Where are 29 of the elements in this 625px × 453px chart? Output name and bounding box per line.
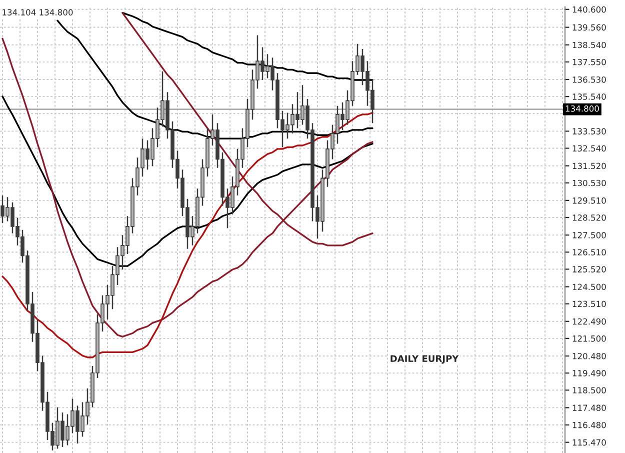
- y-tick-label: 135.540: [572, 94, 606, 100]
- y-tick-label: 126.510: [572, 249, 606, 256]
- y-tick-label: 125.520: [572, 266, 606, 272]
- y-tick-label: 136.530: [572, 76, 606, 83]
- y-tick-label: 137.550: [572, 58, 606, 66]
- y-tick-label: 130.530: [572, 180, 606, 186]
- line-series: [2, 112, 374, 358]
- ref-line-label: 134.800: [566, 105, 599, 112]
- y-tick-label: 139.560: [572, 24, 606, 31]
- y-tick-label: 138.540: [572, 42, 606, 48]
- y-tick-label: 115.470: [572, 439, 606, 446]
- y-tick-label: 128.520: [572, 214, 606, 221]
- y-tick-label: 132.540: [572, 145, 606, 152]
- y-tick-label: 118.500: [572, 387, 606, 394]
- y-tick-label: 116.480: [572, 422, 606, 428]
- y-tick-label: 119.490: [572, 370, 606, 376]
- y-tick-label: 117.480: [572, 404, 606, 411]
- y-tick-label: 120.480: [572, 352, 606, 360]
- y-tick-label: 140.600: [572, 6, 606, 13]
- y-tick-label: 133.530: [572, 128, 606, 134]
- y-tick-label: 121.500: [572, 335, 606, 342]
- y-tick-label: 131.520: [572, 162, 606, 170]
- y-tick-label: 123.510: [572, 300, 606, 308]
- annotation: DAILY EURJPY: [390, 355, 459, 364]
- y-tick-label: 127.500: [572, 232, 606, 238]
- annotation: 134.104 134.800: [2, 9, 73, 16]
- y-tick-label: 129.510: [572, 197, 606, 204]
- y-tick-label: 122.490: [572, 318, 606, 325]
- y-tick-label: 124.500: [572, 284, 606, 290]
